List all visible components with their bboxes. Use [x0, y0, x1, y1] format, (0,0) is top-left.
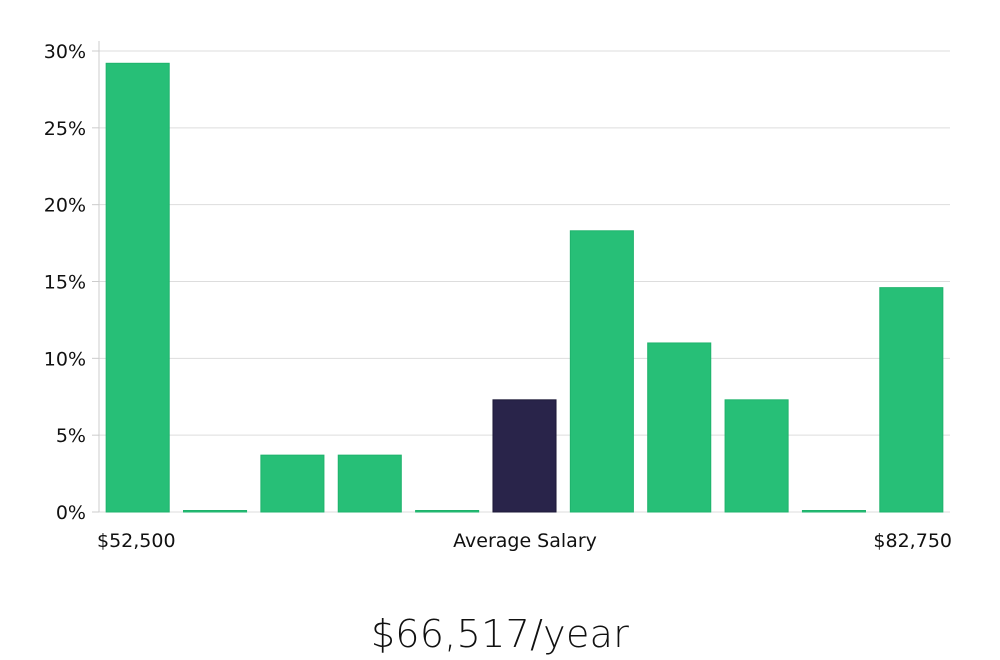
- y-tick-label: 20%: [44, 195, 86, 217]
- x-label-min: $52,500: [97, 530, 176, 552]
- y-tick-label: 25%: [44, 118, 86, 140]
- average-salary-value: $66,517/year: [370, 612, 630, 656]
- bar: [183, 510, 248, 513]
- x-label-average: Average Salary: [453, 530, 597, 552]
- bars: [105, 62, 944, 513]
- bar: [647, 342, 712, 513]
- y-axis-ticks: 0% 5% 10% 15% 20% 25% 30%: [44, 41, 99, 524]
- bar: [569, 230, 634, 513]
- bar-average-salary: [492, 399, 557, 513]
- bar: [879, 287, 944, 513]
- salary-distribution-chart: 0% 5% 10% 15% 20% 25% 30% $52,500 Average Sala…: [44, 41, 952, 552]
- bar: [337, 454, 402, 513]
- x-label-max: $82,750: [873, 530, 952, 552]
- bar: [260, 454, 325, 513]
- bar: [724, 399, 789, 513]
- y-tick-label: 5%: [56, 425, 86, 447]
- bar: [415, 510, 480, 513]
- gridlines: [99, 50, 950, 513]
- bar: [801, 510, 866, 513]
- y-tick-label: 15%: [44, 272, 86, 294]
- bar: [105, 62, 170, 513]
- y-tick-label: 30%: [44, 41, 86, 63]
- y-tick-label: 0%: [56, 502, 86, 524]
- y-tick-label: 10%: [44, 348, 86, 370]
